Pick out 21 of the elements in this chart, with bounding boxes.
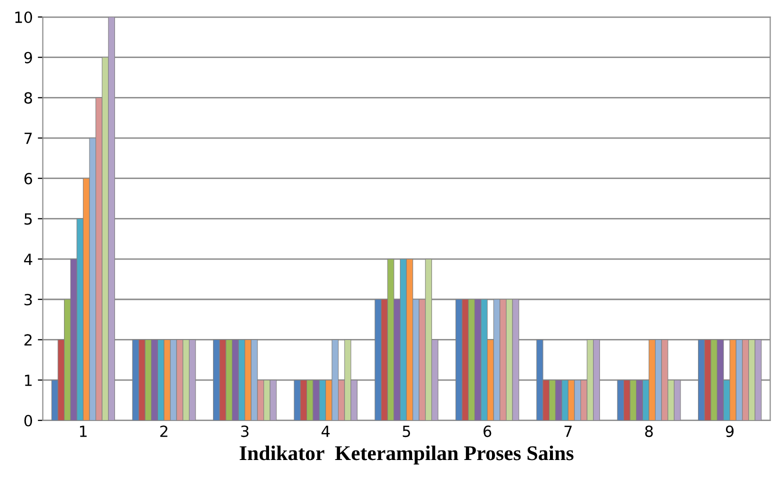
y-tick-label: 5 [24,213,32,225]
x-tick-label: 8 [645,426,653,438]
y-tick-label: 6 [24,172,32,184]
y-tick-label: 1 [25,374,32,386]
y-tick-label: 2 [24,334,32,346]
x-tick-label: 3 [241,426,248,438]
y-tick-label: 8 [24,92,32,104]
y-tick-label: 10 [15,11,32,24]
y-tick-label: 4 [24,254,32,265]
x-tick-label: 1 [80,426,87,437]
x-tick-label: 7 [564,426,572,437]
x-tick-label: 9 [726,426,734,438]
x-tick-label: 4 [322,426,330,437]
x-tick-label: 5 [402,426,410,438]
y-tick-label: 3 [24,294,32,306]
y-tick-label: 9 [24,52,32,64]
x-axis-title: Indikator Keterampilan Proses Sains [240,446,574,464]
y-tick-label: 0 [24,414,32,426]
x-tick-label: 6 [484,426,492,438]
x-tick-label: 2 [160,426,168,437]
y-tick-label: 7 [24,132,32,144]
